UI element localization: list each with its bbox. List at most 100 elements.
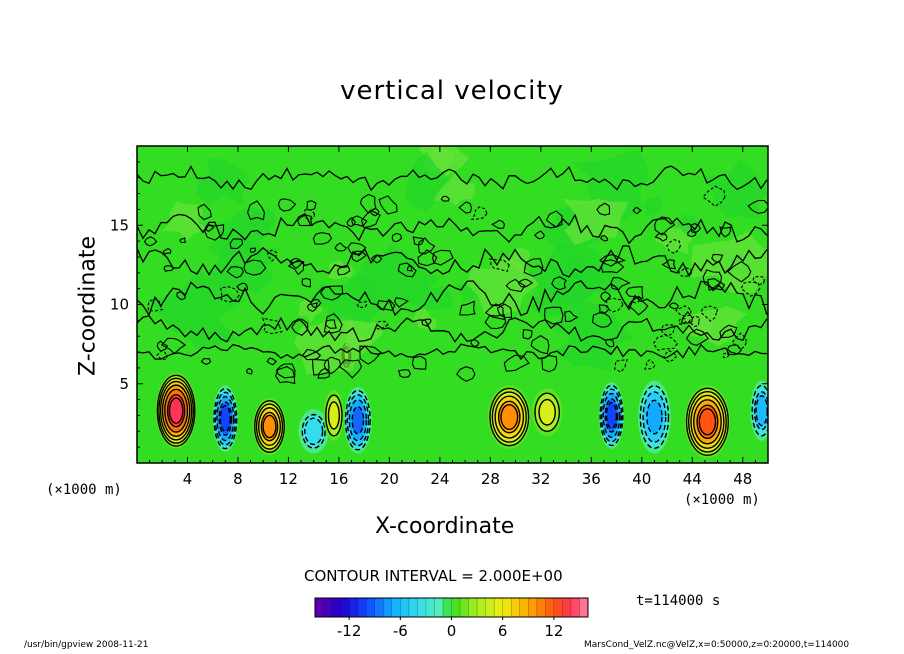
contour-interval-text: CONTOUR INTERVAL = 2.000E+00 [304,567,563,585]
contour-loop [707,278,726,291]
contour-loop [654,232,668,242]
contour-loop [470,339,480,348]
contour-loop [197,203,212,221]
contour-loop [458,201,472,214]
x-tick-label: 40 [632,470,651,488]
colorbar-segment [391,598,401,617]
colorbar-segment [553,598,563,617]
contour-loop [600,235,609,242]
field-patch [161,201,210,241]
contour-loop [247,200,265,221]
contour-loop [551,276,567,291]
field-patch [404,279,453,312]
contour-loop [296,214,314,227]
contour-loop [160,337,187,355]
contour-loop [610,277,631,291]
contour-loop [351,250,367,263]
contour-loop [627,295,649,316]
footer-right: MarsCond_VelZ.nc@VelZ,x=0:50000,z=0:2000… [584,640,850,650]
contour-loop [421,318,432,327]
contour-loop [533,230,545,240]
field-patch [412,308,437,330]
time-label: t=114000 s [636,593,721,609]
y-tick-label: 10 [110,296,129,314]
field-patch [571,149,649,222]
field-patch [642,197,663,217]
y-axis-unit: (×1000 m) [46,482,122,498]
contour-loop [204,224,225,241]
contour-loop [338,359,363,379]
contour-loop [517,278,534,288]
velocity-cell [684,385,731,459]
colorbar-tick-label: 12 [544,622,564,640]
contour-loop [591,311,613,328]
contour-loop [397,369,412,379]
x-axis: 4 8 12 16 20 24 28 32 36 40 44 48 [149,146,756,488]
x-tick-label: 28 [481,470,500,488]
velocity-cell [155,372,197,449]
x-tick-label: 36 [582,470,601,488]
x-tick-label: 32 [531,470,550,488]
field-patch [563,198,629,246]
contour-loop [690,222,702,234]
velocity-cell [323,390,344,441]
contour-loop [731,332,747,350]
colorbar-segment [511,598,521,617]
contour-loop [359,345,382,365]
colorbar-segment [528,598,538,617]
velocity-cell [487,385,531,449]
contour-loop [702,269,723,289]
contour-loop [726,261,752,283]
upper-contours [137,146,768,385]
colorbar-segment [451,598,461,617]
contour-loop [306,302,318,313]
x-axis-unit: (×1000 m) [684,492,760,508]
contour-loop [274,365,296,385]
contour-loop [156,349,168,361]
contour-loop [541,355,558,373]
contour-loop [471,206,488,221]
x-tick-label: 8 [233,470,243,488]
contour-loop [179,237,186,244]
colorbar-segment [315,598,325,617]
contour-loop [687,228,697,238]
contour-loop [310,298,322,309]
colorbar-segment [383,598,393,617]
colorbar-segment [545,598,555,617]
contour-loop [523,258,544,277]
contour-loop [643,359,656,370]
contour-loop [220,286,240,303]
contour-loop [666,239,681,255]
contour-loop [719,324,738,338]
contour-loop [156,340,169,352]
field-patch [691,231,768,293]
field-patch [248,206,276,229]
colorbar-segment [417,598,427,617]
field-patch [676,214,702,237]
contour-loop [459,300,476,316]
contour-loop [522,329,533,340]
contour-loop [351,215,368,227]
contour-loop [301,277,312,288]
colorbar [314,597,589,620]
colorbar-segment [366,598,376,617]
contour-loop [544,306,564,325]
colorbar-segment [340,598,350,617]
colorbar-segment [570,598,580,617]
colorbar-segment [502,598,512,617]
colorbar-segment [477,598,487,617]
colorbar-tick-label: -6 [392,622,408,640]
contour-loop [668,302,679,310]
contour-loop [246,367,253,375]
colorbar-segment [442,598,452,617]
contour-loop [391,232,403,243]
contour-loop [378,195,398,215]
contour-loop [226,266,244,279]
field-patch [466,256,540,316]
contour-loop [176,291,186,301]
contour-line [137,280,768,317]
contour-loop [702,185,726,207]
velocity-cell [343,386,372,454]
contour-loop [440,195,450,202]
x-tick-label: 48 [733,470,752,488]
